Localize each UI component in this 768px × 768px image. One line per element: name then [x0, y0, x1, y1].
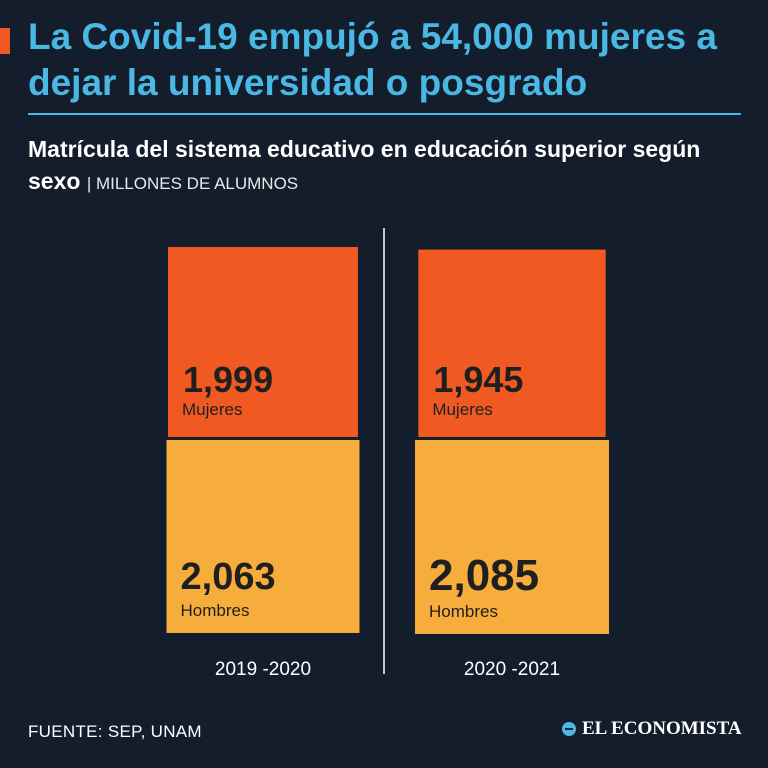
- chart-subtitle: Matrícula del sistema educativo en educa…: [28, 133, 748, 200]
- bar-hombres-1: [415, 440, 609, 634]
- bar-hombres-0: [166, 440, 360, 633]
- subtitle-main-text: Matrícula del sistema educativo en educa…: [28, 136, 701, 194]
- bar-mujeres-1: [418, 249, 606, 437]
- category-label-1: 2020 -2021: [464, 659, 560, 680]
- series-label-hombres-0: Hombres: [181, 601, 250, 620]
- subtitle-unit: | MILLONES DE ALUMNOS: [86, 174, 299, 193]
- headline: La Covid-19 empujó a 54,000 mujeres a de…: [28, 16, 717, 103]
- brand-name: EL ECONOMISTA: [582, 718, 742, 739]
- brand-logo: EL ECONOMISTA: [562, 718, 742, 740]
- series-label-mujeres-1: Mujeres: [432, 400, 492, 419]
- value-label-mujeres-1: 1,945: [433, 359, 523, 400]
- value-label-hombres-0: 2,063: [181, 556, 276, 598]
- series-label-mujeres-0: Mujeres: [182, 400, 242, 419]
- accent-bar: [0, 28, 10, 54]
- value-label-hombres-1: 2,085: [429, 551, 539, 600]
- headline-rule: [28, 113, 741, 115]
- value-label-mujeres-0: 1,999: [183, 359, 273, 400]
- brand-icon: [562, 722, 576, 736]
- source-note: FUENTE: SEP, UNAM: [28, 722, 202, 741]
- category-label-0: 2019 -2020: [215, 659, 311, 680]
- bar-mujeres-0: [168, 247, 358, 437]
- series-label-hombres-1: Hombres: [429, 602, 498, 621]
